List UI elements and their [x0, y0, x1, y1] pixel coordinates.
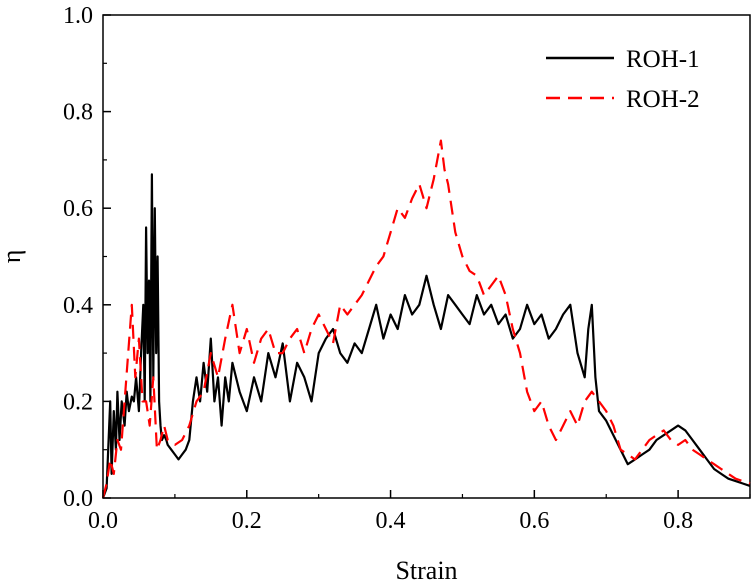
y-tick-label: 1.0 — [63, 3, 93, 29]
y-tick-label: 0.8 — [63, 100, 93, 126]
y-tick-label: 0.4 — [63, 293, 93, 319]
y-tick-label: 0.2 — [63, 389, 93, 415]
x-tick-label: 0.8 — [663, 508, 693, 534]
y-tick-label: 0.0 — [63, 486, 93, 512]
x-tick-label: 0.2 — [232, 508, 262, 534]
x-tick-label: 0.4 — [376, 508, 406, 534]
y-axis-title: η — [0, 250, 26, 264]
x-tick-label: 0.0 — [88, 508, 118, 534]
x-axis-title: Strain — [395, 556, 457, 584]
y-tick-label: 0.6 — [63, 196, 93, 222]
y-axis-ticks: 0.0 0.2 0.4 0.6 0.8 1.0 — [63, 3, 111, 512]
x-axis-ticks: 0.0 0.2 0.4 0.6 0.8 — [88, 490, 751, 534]
series-line-roh-1 — [101, 173, 751, 499]
series-layer — [101, 139, 751, 499]
legend-label: ROH-1 — [626, 46, 700, 73]
x-tick-label: 0.6 — [519, 508, 549, 534]
legend: ROH-1 ROH-2 — [546, 46, 700, 113]
legend-label: ROH-2 — [626, 86, 700, 113]
